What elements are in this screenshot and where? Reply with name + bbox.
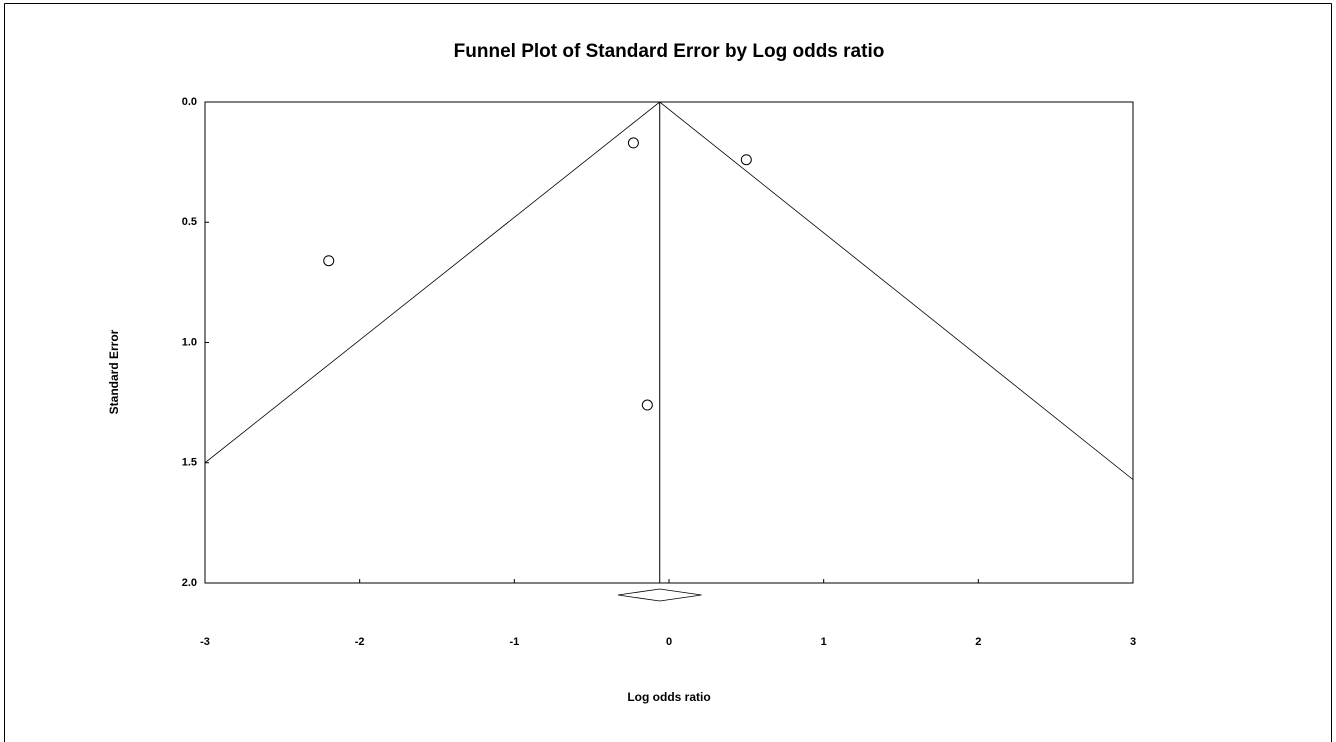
x-tick-label: -2 (355, 636, 365, 648)
x-tick-label: 2 (975, 636, 981, 648)
y-axis-title: Standard Error (107, 329, 121, 414)
study-point (641, 399, 653, 411)
y-tick-label: 1.0 (182, 336, 197, 348)
study-point (323, 255, 335, 267)
study-point (627, 137, 639, 149)
y-tick-label: 0.5 (182, 216, 197, 228)
plot-area (204, 101, 1134, 584)
combined-diamond (617, 588, 702, 602)
x-tick-label: 1 (821, 636, 827, 648)
x-tick-label: 0 (666, 636, 672, 648)
y-tick-label: 2.0 (182, 577, 197, 589)
x-tick-label: -1 (509, 636, 519, 648)
y-tick-label: 0.0 (182, 96, 197, 108)
study-point (740, 154, 752, 166)
x-tick-label: -3 (200, 636, 210, 648)
x-axis-title: Log odds ratio (627, 690, 710, 704)
x-tick-label: 3 (1130, 636, 1136, 648)
y-tick-label: 1.5 (182, 457, 197, 469)
chart-title: Funnel Plot of Standard Error by Log odd… (454, 41, 885, 62)
funnel-line (205, 102, 1133, 480)
